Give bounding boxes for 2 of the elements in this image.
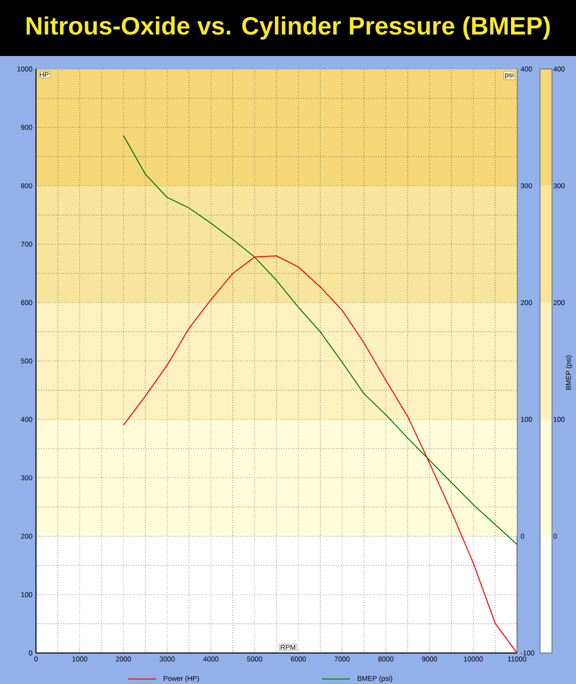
chart-title: Nitrous-Oxide vs. Cylinder Pressure (BMEP) bbox=[26, 16, 550, 40]
line-series bbox=[122, 255, 518, 653]
